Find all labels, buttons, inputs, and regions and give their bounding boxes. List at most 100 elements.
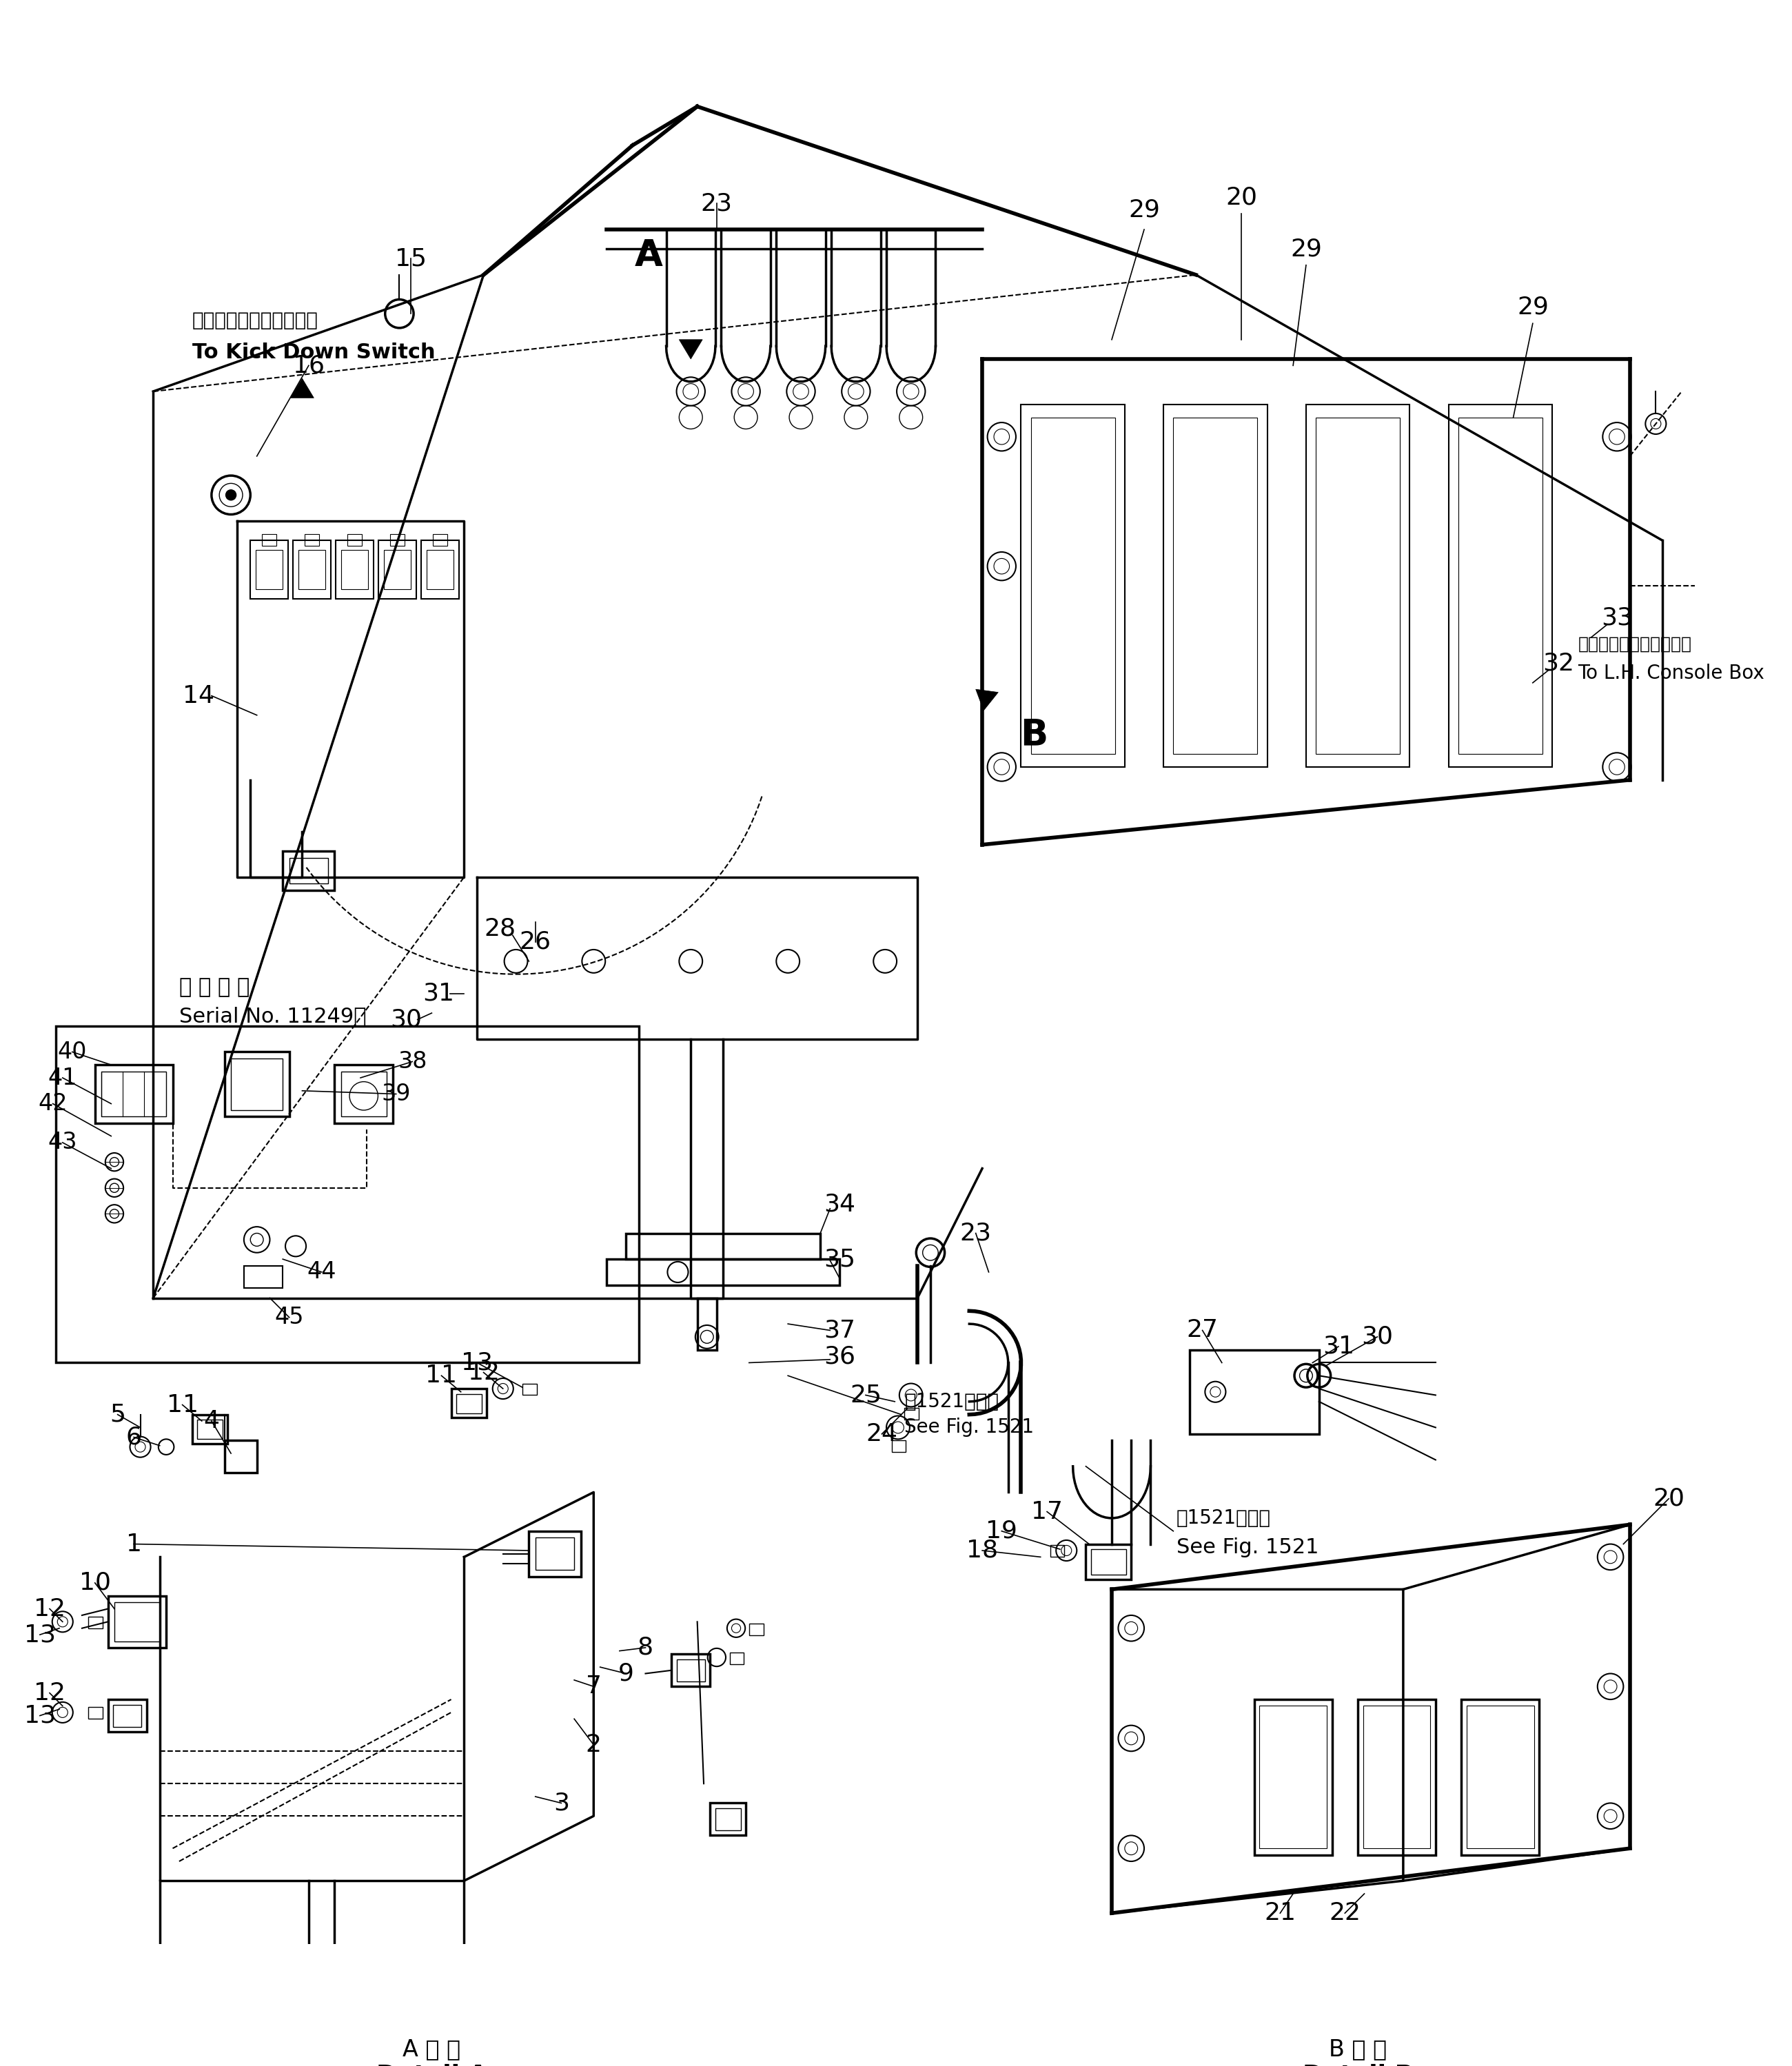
Text: 24: 24 [866,1421,898,1446]
Text: 第1521図参照: 第1521図参照 [1177,1508,1271,1527]
Text: 9: 9 [618,1661,634,1686]
Text: 12: 12 [34,1682,66,1704]
Bar [251,541,289,599]
Polygon shape [679,339,702,359]
Text: 12: 12 [468,1361,500,1384]
Bar [340,550,369,589]
Bar [1021,405,1125,766]
Text: 左コンソールボックスへ: 左コンソールボックスへ [1579,636,1692,653]
Bar [348,533,362,545]
Bar [289,857,328,884]
Text: 13: 13 [23,1624,56,1647]
Text: キックダウンスイッチへ: キックダウンスイッチへ [192,310,319,331]
Text: 41: 41 [48,1066,77,1089]
Bar [391,533,405,545]
Text: 22: 22 [1330,1901,1360,1926]
Text: 19: 19 [986,1519,1018,1543]
Bar [1459,417,1543,754]
Bar [1260,1707,1326,1849]
Bar [1190,1349,1319,1434]
Bar [88,1616,102,1628]
Polygon shape [977,690,998,711]
Bar [231,1058,283,1109]
Bar [192,1415,228,1444]
Bar [434,533,448,545]
Bar [1306,405,1410,766]
Circle shape [226,490,237,500]
Text: 13: 13 [461,1351,493,1374]
Bar [1448,405,1552,766]
Bar [625,1233,821,1258]
Bar [1163,405,1267,766]
Text: 12: 12 [34,1597,66,1620]
Polygon shape [290,378,314,399]
Text: 27: 27 [1186,1318,1219,1343]
Text: 8: 8 [638,1636,654,1659]
Bar [1254,1700,1331,1855]
Bar [607,1258,840,1285]
Bar [749,1624,763,1636]
Bar [677,1659,704,1682]
Text: 43: 43 [48,1132,77,1155]
Text: 25: 25 [849,1384,882,1407]
Bar [1315,417,1400,754]
Text: 17: 17 [1030,1500,1063,1523]
Text: 42: 42 [38,1093,68,1116]
Text: 11: 11 [167,1392,199,1417]
Bar [244,1266,283,1289]
Text: 32: 32 [1543,651,1575,676]
Text: 37: 37 [824,1318,855,1343]
Text: 29: 29 [1290,238,1322,260]
Text: 30: 30 [1362,1324,1392,1349]
Bar [113,1704,142,1727]
Text: 45: 45 [274,1306,305,1328]
Bar [1091,1550,1125,1574]
Bar [1086,1543,1131,1580]
Bar [224,1440,256,1473]
Bar [892,1440,905,1452]
Bar [108,1595,167,1649]
Text: 14: 14 [183,684,215,707]
Bar [729,1653,744,1665]
Text: 2: 2 [586,1733,602,1756]
Text: To Kick Down Switch: To Kick Down Switch [192,343,435,362]
Text: 23: 23 [961,1221,991,1246]
Text: 6: 6 [125,1426,142,1448]
Text: 38: 38 [398,1050,426,1072]
Bar [335,541,373,599]
Text: Detail A: Detail A [376,2064,487,2066]
Bar [102,1072,167,1116]
Text: B 詳 細: B 詳 細 [1330,2037,1387,2060]
Bar [95,1064,172,1124]
Text: Detail B: Detail B [1303,2064,1414,2066]
Bar [340,1072,387,1116]
Text: 33: 33 [1600,605,1633,630]
Bar [421,541,459,599]
Bar [294,541,332,599]
Text: 20: 20 [1652,1488,1684,1510]
Bar [283,851,335,890]
Text: 36: 36 [824,1345,855,1368]
Bar [523,1384,536,1395]
Text: 31: 31 [1322,1335,1355,1357]
Bar [383,550,410,589]
Text: 第1521図参照: 第1521図参照 [905,1392,998,1411]
Bar [1030,417,1115,754]
Text: 40: 40 [57,1041,88,1064]
Bar [88,1707,102,1719]
Text: 31: 31 [423,981,453,1006]
Text: 3: 3 [554,1791,570,1814]
Bar [297,550,326,589]
Text: See Fig. 1521: See Fig. 1521 [1177,1537,1319,1558]
Bar [224,1052,289,1116]
Text: To L.H. Console Box: To L.H. Console Box [1579,663,1765,682]
Text: 26: 26 [520,930,552,954]
Text: 10: 10 [79,1570,111,1595]
Text: 30: 30 [391,1008,421,1031]
Bar [710,1804,745,1835]
Text: 18: 18 [966,1539,998,1562]
Text: 13: 13 [23,1704,56,1727]
Bar [108,1700,147,1731]
Text: 23: 23 [701,192,733,215]
Bar [1050,1545,1064,1558]
